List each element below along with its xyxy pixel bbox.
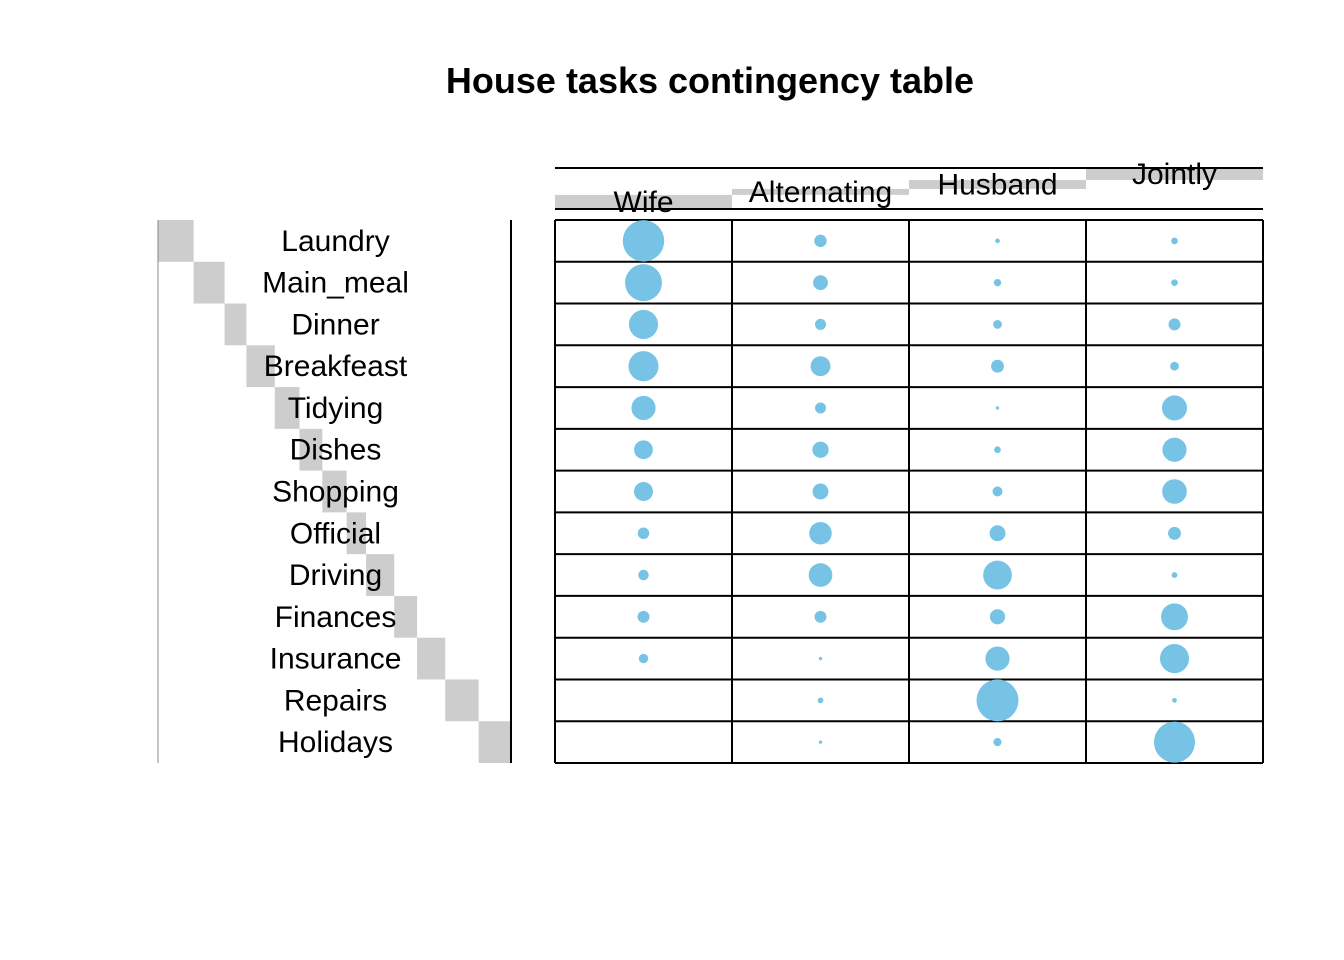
row-bar xyxy=(394,595,418,638)
row-label: Shopping xyxy=(272,476,399,509)
column-bar xyxy=(732,188,909,195)
row-labels: Laundry Main_meal Dinner Breakfeast Tidying D… xyxy=(262,225,409,759)
row-label: Dishes xyxy=(290,434,382,467)
balloon-point xyxy=(808,563,833,587)
row-label: Dinner xyxy=(291,308,379,341)
balloon-point xyxy=(1171,572,1178,578)
column-bar xyxy=(1086,168,1263,180)
balloon-point xyxy=(622,220,665,262)
balloon-point xyxy=(1170,361,1179,371)
row-order-bars xyxy=(157,220,512,763)
balloon-point xyxy=(813,275,828,291)
balloon-point xyxy=(1172,697,1177,703)
column-label: Jointly xyxy=(1132,158,1217,191)
column-labels: Wife Alternating Husband Jointly xyxy=(614,158,1218,219)
column-label: Alternating xyxy=(749,176,892,209)
row-bar xyxy=(366,554,395,596)
balloon-point xyxy=(637,527,650,540)
balloon-point xyxy=(814,234,827,248)
chart-title: House tasks contingency table xyxy=(446,60,974,101)
balloon-point xyxy=(810,356,831,377)
balloon-point xyxy=(1161,395,1188,421)
balloon-point xyxy=(1159,644,1190,674)
balloon-point xyxy=(1162,437,1187,462)
row-bar xyxy=(193,261,225,304)
row-label: Driving xyxy=(289,559,382,592)
row-label: Holidays xyxy=(278,726,393,759)
balloon-point xyxy=(814,318,827,330)
balloon-point xyxy=(989,609,1006,625)
balloon-point xyxy=(1168,526,1181,540)
balloon-point xyxy=(631,395,656,421)
balloon-point xyxy=(817,697,824,704)
balloon-point xyxy=(995,238,1000,244)
balloon-point xyxy=(1162,479,1187,504)
balloon-point xyxy=(628,309,659,339)
column-order-bars xyxy=(555,167,1263,210)
row-label: Main_meal xyxy=(262,267,409,300)
balloon-point xyxy=(818,740,823,744)
balloon-point xyxy=(985,646,1010,671)
balloon-point xyxy=(993,320,1002,329)
row-bar xyxy=(417,637,446,680)
balloon-point xyxy=(991,359,1004,373)
balloon-point xyxy=(812,441,829,458)
table-grid xyxy=(554,219,1264,764)
row-bar xyxy=(478,721,511,763)
balloon-point xyxy=(628,351,659,382)
balloon-point xyxy=(1153,721,1196,763)
balloon-point xyxy=(995,406,1000,410)
balloon-point xyxy=(992,486,1003,497)
balloon-point xyxy=(814,402,827,414)
balloon-point xyxy=(625,264,662,302)
balloon-point xyxy=(976,679,1019,722)
row-label: Tidying xyxy=(288,392,384,425)
balloon-point xyxy=(983,560,1012,590)
row-bar xyxy=(274,387,300,429)
row-bar xyxy=(322,470,347,513)
balloon-point xyxy=(993,278,1002,287)
column-label: Husband xyxy=(937,168,1057,201)
balloon-point xyxy=(993,738,1002,747)
row-bar xyxy=(346,512,367,555)
column-label: Wife xyxy=(614,186,674,219)
balloon-point xyxy=(1171,279,1178,286)
balloon-point xyxy=(812,483,829,500)
balloon-point xyxy=(818,656,823,661)
balloon-point xyxy=(633,481,654,502)
balloon-point xyxy=(989,525,1006,542)
row-bar xyxy=(299,428,323,471)
row-label: Breakfeast xyxy=(264,350,408,383)
balloon-point xyxy=(814,610,827,623)
row-label: Finances xyxy=(275,601,397,634)
balloon-point xyxy=(634,440,653,460)
row-label: Laundry xyxy=(281,225,389,258)
balloon-point xyxy=(994,446,1001,454)
balloon-point xyxy=(638,653,649,664)
row-bar xyxy=(445,679,479,722)
row-bar xyxy=(224,303,247,346)
balloon-point xyxy=(637,610,650,623)
balloon-point xyxy=(1168,318,1181,331)
row-bar xyxy=(246,345,275,388)
balloon-point xyxy=(638,569,649,581)
balloon-point xyxy=(1161,603,1188,631)
row-label: Official xyxy=(290,517,381,550)
balloons xyxy=(622,220,1196,763)
row-label: Insurance xyxy=(270,643,402,676)
row-bar xyxy=(158,220,194,262)
balloon-point xyxy=(809,522,832,545)
column-bar xyxy=(555,194,732,209)
row-label: Repairs xyxy=(284,684,387,717)
balloon-point xyxy=(1171,237,1178,245)
column-bar xyxy=(909,179,1086,189)
